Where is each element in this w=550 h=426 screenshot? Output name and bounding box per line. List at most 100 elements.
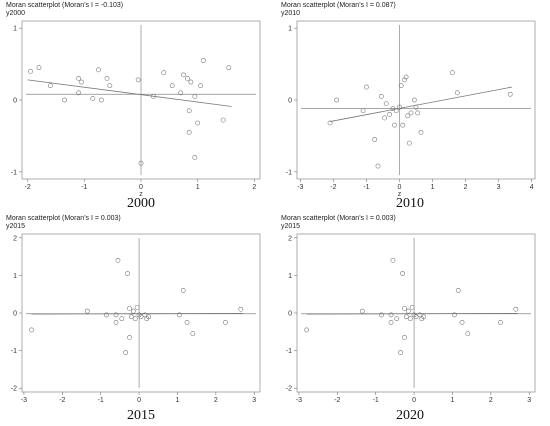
data-point	[142, 312, 148, 318]
data-point	[379, 312, 384, 318]
x-tick-label: 0	[412, 397, 416, 404]
data-point	[415, 110, 421, 116]
data-point	[28, 68, 33, 74]
y-tick-label: 0	[288, 98, 292, 105]
data-point	[98, 97, 104, 103]
x-tick-label: 1	[451, 397, 455, 404]
y-tick-label: 2	[288, 235, 292, 242]
moran-plot-2020: -3 -2 -1 0 1 2 3 -2 -1 0 1 2	[286, 233, 536, 404]
data-point	[190, 331, 196, 337]
data-point	[405, 308, 411, 314]
panel-title: Moran scatterplot (Moran's I = -0.103)	[6, 2, 124, 9]
data-point	[392, 122, 397, 128]
data-point	[304, 327, 309, 333]
y-tick-label: -2	[11, 386, 17, 393]
x-axis-label: z	[398, 191, 402, 198]
data-point	[451, 312, 457, 318]
data-point	[327, 120, 333, 126]
x-tick-label: 3	[497, 184, 501, 191]
data-point	[192, 94, 198, 99]
data-point	[84, 308, 90, 314]
x-tick-label: 2	[214, 397, 218, 404]
data-point	[400, 271, 405, 276]
data-point	[226, 65, 232, 71]
data-point	[388, 320, 394, 325]
x-tick-label: 2	[464, 184, 468, 191]
data-point	[454, 90, 460, 96]
data-point	[115, 257, 121, 263]
x-tick-label: 1	[431, 184, 435, 191]
x-tick-label: 4	[530, 184, 534, 191]
data-point	[161, 70, 167, 76]
data-point	[138, 160, 144, 166]
data-point	[393, 108, 399, 114]
data-point	[383, 101, 389, 106]
fit-line	[329, 86, 512, 122]
data-point	[146, 314, 152, 320]
panel-title: Moran scatterplot (Moran's I = 0.003)	[281, 215, 396, 222]
data-point	[402, 306, 407, 311]
data-point	[129, 314, 134, 320]
data-point	[411, 97, 417, 103]
y-tick-label: 1	[13, 273, 17, 280]
y-tick-label: 1	[13, 26, 17, 33]
data-point	[76, 90, 82, 96]
data-point	[409, 304, 415, 310]
y-tick-label: 0	[288, 311, 292, 318]
data-point	[181, 72, 186, 78]
data-point	[398, 350, 404, 355]
data-point	[123, 350, 129, 355]
moran-panel-2010: Moran scatterplot (Moran's I = 0.087) y2…	[275, 0, 550, 213]
data-point	[418, 129, 424, 135]
x-tick-label: -3	[296, 397, 302, 404]
data-point	[180, 288, 186, 293]
x-tick-label: 3	[527, 397, 531, 404]
data-point	[413, 104, 419, 110]
data-point	[459, 320, 465, 325]
data-point	[400, 122, 406, 128]
data-point	[238, 306, 244, 312]
data-point	[390, 106, 396, 112]
data-point	[186, 108, 192, 114]
x-tick-label: -1	[373, 397, 379, 404]
data-point	[405, 113, 411, 119]
data-point	[198, 83, 203, 89]
data-point	[96, 67, 101, 73]
moran-plot-2015: -3 -2 -1 0 1 2 3 -2 -1 0 1 2	[11, 233, 261, 404]
y-tick-label: -2	[286, 386, 292, 393]
data-point	[104, 312, 109, 318]
x-tick-label: -3	[297, 184, 303, 191]
data-point	[372, 137, 378, 142]
data-point	[465, 331, 471, 337]
x-tick-label: 0	[139, 184, 143, 191]
x-tick-label: 0	[398, 184, 402, 191]
x-tick-label: 1	[196, 184, 200, 191]
panel-caption: 2000	[127, 196, 155, 211]
data-point	[169, 83, 175, 89]
data-point	[375, 163, 381, 169]
plot-frame	[296, 20, 536, 180]
data-point	[90, 96, 96, 101]
data-point	[200, 58, 206, 63]
fit-line	[27, 79, 232, 107]
plot-frame	[21, 233, 261, 393]
y-tick-label: -1	[286, 169, 292, 176]
data-point	[408, 110, 414, 116]
data-point	[132, 316, 138, 322]
data-point	[449, 70, 455, 76]
data-point	[79, 79, 84, 85]
y-tick-label: 0	[13, 98, 17, 105]
data-point	[404, 314, 409, 320]
data-point	[402, 335, 407, 340]
data-point	[130, 308, 136, 314]
data-point	[382, 115, 387, 121]
data-point	[29, 327, 34, 333]
data-point	[413, 314, 419, 320]
data-point	[188, 79, 194, 85]
y-tick-label: -1	[286, 348, 292, 355]
x-tick-label: -2	[334, 397, 340, 404]
data-point	[151, 94, 156, 99]
data-point	[421, 314, 427, 320]
moran-plot-2010: -3 -2 -1 0 1 2 3 4 -1 0 1 z	[286, 20, 536, 198]
x-tick-label: 2	[489, 397, 493, 404]
